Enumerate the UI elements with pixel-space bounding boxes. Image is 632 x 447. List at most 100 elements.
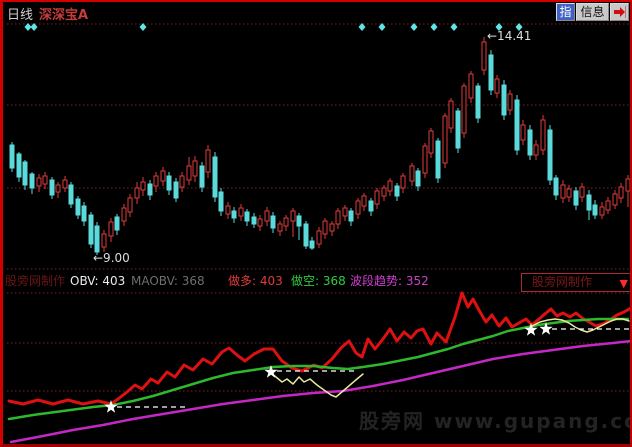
maker-watermark-label: 股旁网制作 bbox=[5, 274, 66, 288]
diamond-marker-icon bbox=[358, 23, 366, 31]
candle-body bbox=[618, 186, 624, 199]
diamond-marker-icon bbox=[410, 23, 418, 31]
candle-body bbox=[75, 198, 81, 216]
candle-body bbox=[62, 179, 68, 189]
chevron-down-icon[interactable]: ▼ bbox=[619, 277, 628, 290]
candle-body bbox=[231, 210, 237, 219]
candle-body bbox=[579, 186, 585, 198]
candle-body bbox=[36, 177, 42, 187]
candle-body bbox=[475, 85, 481, 119]
candle-body bbox=[49, 179, 55, 196]
price-annotation: ←14.41 bbox=[487, 29, 531, 43]
candle-body bbox=[9, 144, 15, 169]
diamond-marker-icon bbox=[139, 23, 147, 31]
candle-body bbox=[553, 177, 559, 196]
diamond-marker-icon bbox=[495, 23, 503, 31]
candle-body bbox=[192, 160, 198, 177]
candle-body bbox=[533, 144, 539, 156]
star-signal-icon bbox=[524, 323, 538, 336]
dropdown-text: 股旁网制作 bbox=[532, 275, 593, 289]
diamond-marker-icon bbox=[450, 23, 458, 31]
candle-body bbox=[257, 218, 263, 227]
candle-body bbox=[342, 207, 348, 217]
candle-body bbox=[573, 190, 579, 206]
candle-body bbox=[55, 184, 61, 193]
candle-body bbox=[442, 115, 448, 164]
candle-body bbox=[205, 149, 211, 173]
candle-body bbox=[461, 85, 467, 134]
candle-body bbox=[134, 187, 140, 199]
diamond-marker-icon bbox=[30, 23, 38, 31]
indicator-dropdown[interactable]: 股旁网制作 ▼ bbox=[521, 273, 630, 292]
candle-body bbox=[108, 221, 114, 237]
candle-body bbox=[625, 178, 630, 192]
candle-body bbox=[179, 175, 185, 188]
candle-body bbox=[199, 165, 205, 188]
indicator-label-row: 股旁网制作 OBV: 403 MAOBV: 368 做多: 403 做空: 36… bbox=[3, 271, 630, 292]
candle-body bbox=[218, 191, 224, 212]
star-signal-icon bbox=[104, 400, 118, 413]
candle-body bbox=[355, 200, 361, 215]
candle-body bbox=[514, 99, 520, 151]
candle-body bbox=[394, 185, 400, 197]
main-chart-canvas[interactable]: ←14.41 ←9.00 bbox=[3, 2, 630, 446]
candle-body bbox=[290, 210, 296, 222]
candle-body bbox=[68, 184, 74, 205]
candle-body bbox=[335, 210, 341, 225]
candle-body bbox=[29, 173, 35, 189]
diamond-marker-icon bbox=[515, 23, 523, 31]
candle-body bbox=[88, 214, 94, 245]
candle-body bbox=[507, 93, 513, 111]
candle-body bbox=[435, 140, 441, 179]
arrow-into-bar-icon bbox=[614, 6, 626, 18]
candle-body bbox=[566, 188, 572, 198]
candle-body bbox=[599, 206, 605, 216]
candle-body bbox=[81, 205, 87, 222]
candle-body bbox=[586, 194, 592, 211]
indicator-line-做多 bbox=[7, 291, 630, 406]
candle-body bbox=[605, 200, 611, 211]
trend-value-label: 波段趋势: 352 bbox=[350, 274, 429, 288]
collapse-button[interactable] bbox=[610, 3, 629, 21]
candle-body bbox=[322, 220, 328, 235]
diamond-marker-icon bbox=[378, 23, 386, 31]
candle-body bbox=[147, 183, 153, 196]
candle-body bbox=[400, 175, 406, 189]
candle-body bbox=[42, 175, 48, 185]
candle-body bbox=[428, 130, 434, 154]
candle-body bbox=[296, 215, 302, 227]
candle-body bbox=[374, 190, 380, 205]
short-value-label: 做空: 368 bbox=[291, 274, 346, 288]
stock-name-label: 深深宝A bbox=[39, 8, 89, 23]
candle-body bbox=[140, 181, 146, 191]
candle-body bbox=[212, 156, 218, 198]
site-watermark: 股旁网 www.gupang.com bbox=[359, 409, 630, 433]
candle-body bbox=[448, 100, 454, 129]
diamond-marker-icon bbox=[430, 23, 438, 31]
candle-body bbox=[186, 165, 192, 181]
long-value-label: 做多: 403 bbox=[228, 274, 283, 288]
candle-body bbox=[244, 211, 250, 222]
candle-body bbox=[160, 170, 166, 182]
indicator-line-obv-trace-1 bbox=[270, 372, 364, 398]
candle-body bbox=[101, 233, 107, 248]
candle-body bbox=[251, 216, 257, 225]
candle-body bbox=[225, 205, 231, 215]
candle-body bbox=[127, 197, 133, 213]
candle-body bbox=[381, 187, 387, 197]
candle-body bbox=[527, 129, 533, 156]
candle-body bbox=[415, 170, 421, 187]
candle-body bbox=[368, 200, 374, 212]
indicator-button[interactable]: 指 bbox=[556, 3, 575, 21]
candle-body bbox=[114, 216, 120, 231]
candle-body bbox=[316, 230, 322, 245]
candle-body bbox=[348, 210, 354, 222]
candle-body bbox=[481, 41, 487, 71]
candle-body bbox=[612, 193, 618, 206]
info-button[interactable]: 信息 bbox=[576, 3, 609, 21]
maobv-value-label: MAOBV: 368 bbox=[131, 274, 205, 288]
title-bar: 日线 深深宝A 指 信息 bbox=[3, 2, 630, 23]
star-signal-icon bbox=[264, 365, 278, 378]
candle-body bbox=[547, 129, 553, 181]
